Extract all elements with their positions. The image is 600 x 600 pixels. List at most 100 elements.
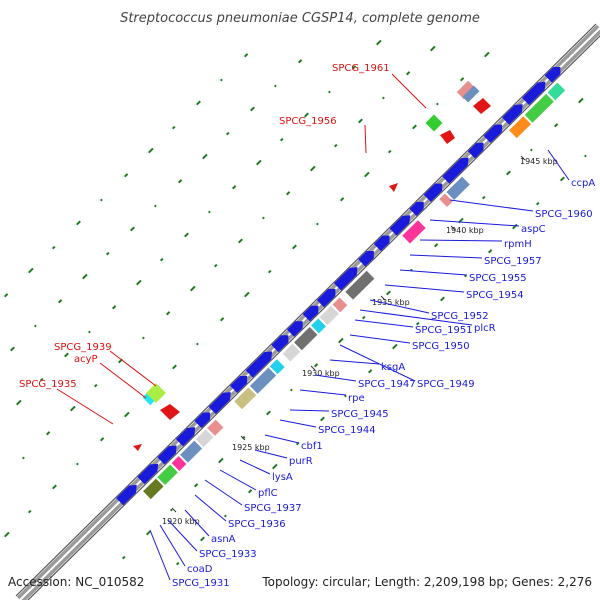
leader-line	[449, 199, 534, 212]
rev-feature[interactable]	[160, 404, 180, 420]
gc-tick	[154, 204, 157, 208]
label-pflC[interactable]: pflC	[258, 488, 278, 499]
label-SPCG_1936[interactable]: SPCG_1936	[228, 519, 286, 530]
label-SPCG_1956[interactable]: SPCG_1956	[279, 116, 337, 127]
gc-tick	[268, 269, 272, 274]
cds-arrow[interactable]	[245, 348, 276, 378]
rev-feature[interactable]	[425, 114, 443, 132]
cds-arrow[interactable]	[208, 389, 235, 414]
label-SPCG_1945[interactable]: SPCG_1945	[331, 409, 389, 420]
cds-arrow[interactable]	[137, 460, 162, 485]
cog-box[interactable]	[311, 318, 326, 334]
cds-arrow[interactable]	[157, 442, 180, 465]
rna-feature[interactable]	[133, 444, 142, 451]
label-SPCG_1955[interactable]: SPCG_1955	[469, 273, 527, 284]
cog-box[interactable]	[171, 456, 187, 471]
label-SPCG_1950[interactable]: SPCG_1950	[412, 341, 470, 352]
cds-arrow[interactable]	[116, 481, 140, 506]
label-SPCG_1933[interactable]: SPCG_1933	[199, 549, 257, 560]
label-plcR[interactable]: plcR	[474, 323, 496, 334]
label-SPCG_1961[interactable]: SPCG_1961	[332, 63, 390, 74]
cog-box[interactable]	[249, 367, 277, 394]
cds-arrow[interactable]	[483, 121, 506, 143]
label-purR[interactable]: purR	[289, 456, 313, 467]
cds-arrow[interactable]	[522, 78, 549, 106]
label-SPCG_1947[interactable]: SPCG_1947	[358, 379, 416, 390]
label-SPCG_1960[interactable]: SPCG_1960	[535, 209, 593, 220]
gc-tick	[171, 364, 177, 370]
rev-feature[interactable]	[456, 80, 476, 100]
cds-arrow[interactable]	[194, 409, 214, 429]
gc-tick	[196, 342, 199, 346]
cog-box[interactable]	[332, 297, 348, 313]
label-asnA[interactable]: asnA	[211, 534, 236, 545]
cog-box[interactable]	[269, 359, 285, 375]
cog-box[interactable]	[143, 478, 164, 500]
label-SPCG_1954[interactable]: SPCG_1954	[466, 290, 524, 301]
cds-arrow[interactable]	[287, 318, 306, 337]
label-SPCG_1937[interactable]: SPCG_1937	[244, 503, 302, 514]
cog-box[interactable]	[446, 176, 470, 200]
gc-tick	[166, 311, 171, 316]
cog-box[interactable]	[547, 82, 566, 101]
cog-box[interactable]	[345, 270, 375, 300]
gc-tick	[415, 321, 420, 326]
cds-arrow[interactable]	[334, 264, 361, 291]
gc-tick	[93, 383, 98, 388]
cog-box[interactable]	[509, 116, 532, 139]
cog-box[interactable]	[402, 220, 426, 244]
rev-feature[interactable]	[462, 85, 480, 103]
rev-feature[interactable]	[440, 130, 455, 144]
cds-arrow[interactable]	[316, 285, 339, 308]
rev-feature[interactable]	[473, 98, 491, 114]
label-SPCG_1931[interactable]: SPCG_1931	[172, 578, 230, 589]
label-ccpA[interactable]: ccpA	[571, 178, 595, 189]
cds-arrow[interactable]	[373, 232, 393, 252]
cds-arrow[interactable]	[175, 424, 199, 447]
cog-box[interactable]	[439, 193, 453, 207]
cds-arrow[interactable]	[302, 302, 322, 322]
label-coaD[interactable]: coaD	[187, 564, 213, 575]
cog-box[interactable]	[294, 326, 318, 351]
label-SPCG_1935[interactable]: SPCG_1935	[19, 379, 77, 390]
label-rpmH[interactable]: rpmH	[504, 239, 532, 250]
label-lysA[interactable]: lysA	[272, 472, 293, 483]
label-SPCG_1957[interactable]: SPCG_1957	[484, 256, 542, 267]
label-aspC[interactable]: aspC	[521, 224, 546, 235]
label-rpe[interactable]: rpe	[348, 393, 365, 404]
label-acyP[interactable]: acyP	[74, 354, 98, 365]
cds-arrow[interactable]	[544, 63, 564, 83]
label-SPCG_1944[interactable]: SPCG_1944	[318, 425, 376, 436]
gc-tick	[22, 456, 25, 460]
gc-tick	[70, 405, 76, 412]
cds-arrow[interactable]	[442, 154, 472, 184]
rna-feature[interactable]	[389, 183, 398, 192]
rev-feature[interactable]	[146, 383, 166, 403]
cds-arrow[interactable]	[230, 372, 251, 393]
cds-arrow[interactable]	[358, 247, 377, 267]
label-cbf1[interactable]: cbf1	[301, 441, 323, 452]
label-ksgA[interactable]: ksgA	[381, 362, 405, 373]
cog-box[interactable]	[180, 440, 203, 463]
gc-tick	[368, 369, 373, 374]
cog-box[interactable]	[524, 93, 554, 123]
cds-arrow[interactable]	[409, 198, 428, 216]
cog-box[interactable]	[195, 429, 214, 448]
cds-arrow[interactable]	[502, 101, 526, 125]
cog-box[interactable]	[157, 464, 178, 486]
cog-box[interactable]	[234, 387, 257, 410]
cds-arrow[interactable]	[389, 212, 414, 236]
gc-tick	[136, 279, 142, 286]
gc-tick	[28, 267, 34, 274]
cds-arrow[interactable]	[467, 139, 487, 159]
cds-arrow[interactable]	[271, 332, 292, 353]
cds-arrow[interactable]	[423, 180, 446, 202]
cog-box[interactable]	[319, 305, 339, 325]
cog-box[interactable]	[282, 343, 301, 362]
label-SPCG_1952[interactable]: SPCG_1952	[431, 311, 489, 322]
label-SPCG_1951[interactable]: SPCG_1951	[415, 325, 473, 336]
cog-box[interactable]	[207, 419, 224, 436]
label-SPCG_1949[interactable]: SPCG_1949	[417, 379, 475, 390]
gc-tick	[226, 131, 230, 136]
label-SPCG_1939[interactable]: SPCG_1939	[54, 342, 112, 353]
